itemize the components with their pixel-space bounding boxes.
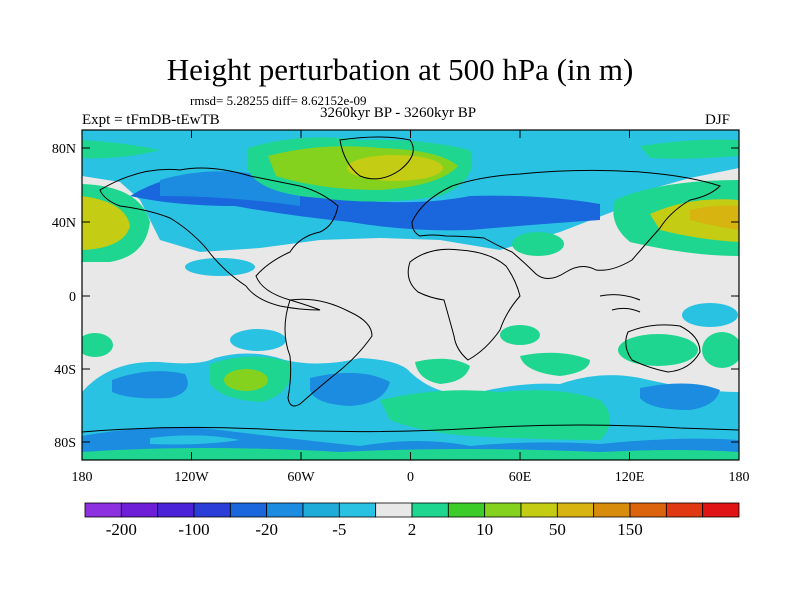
colorbar-swatch bbox=[157, 502, 195, 518]
colorbar-swatch bbox=[193, 502, 231, 518]
lat-tick-label: 0 bbox=[69, 290, 76, 305]
season-label: DJF bbox=[705, 112, 731, 128]
lon-tick-label: 0 bbox=[407, 470, 414, 485]
lon-tick-label: 60W bbox=[287, 470, 315, 485]
contour-trop-cyan-1 bbox=[185, 258, 255, 276]
contour-sh-blue-2 bbox=[310, 372, 390, 406]
colorbar-swatch bbox=[338, 502, 377, 518]
colorbar-swatch bbox=[520, 502, 558, 518]
colorbar-swatch bbox=[629, 502, 667, 518]
latitude-axis: 80N 40N 0 40S 80S bbox=[52, 142, 739, 451]
contour-arctic-green-e bbox=[640, 139, 739, 159]
colorbar-label: 150 bbox=[617, 520, 643, 539]
coastlines bbox=[82, 136, 739, 433]
colorbar-swatch bbox=[556, 502, 595, 518]
colorbar-label: -200 bbox=[106, 520, 137, 539]
lon-tick-label: 120E bbox=[615, 470, 645, 485]
contour-sh-green-band bbox=[380, 390, 610, 440]
lat-tick-label: 40N bbox=[52, 216, 76, 231]
lat-tick-label: 40S bbox=[54, 363, 76, 378]
colorbar-swatch bbox=[375, 502, 413, 518]
lat-tick-label: 80S bbox=[54, 436, 76, 451]
colorbar-swatch bbox=[229, 502, 268, 518]
contour-arctic-green-w bbox=[82, 140, 160, 159]
contour-field bbox=[82, 130, 739, 460]
contour-pacW-yellow bbox=[82, 196, 130, 250]
colorbar-label: -5 bbox=[332, 520, 346, 539]
contour-trop-green-3 bbox=[702, 332, 739, 368]
colorbar-swatch bbox=[447, 502, 486, 518]
colorbar-swatch bbox=[702, 502, 740, 518]
contour-trop-green-4 bbox=[500, 325, 540, 345]
contour-trop-cyan-2 bbox=[682, 303, 738, 327]
colorbar-swatch bbox=[84, 502, 122, 518]
coast-greenland bbox=[339, 136, 414, 180]
plot-title: Height perturbation at 500 hPa (in m) bbox=[166, 52, 634, 87]
colorbar-swatch bbox=[120, 502, 159, 518]
colorbar-swatch bbox=[266, 502, 304, 518]
colorbar-swatch bbox=[484, 502, 522, 518]
lon-tick-label: 180 bbox=[729, 470, 750, 485]
colorbar-label: 10 bbox=[476, 520, 493, 539]
colorbar-swatch bbox=[665, 502, 704, 518]
coast-north-america bbox=[99, 167, 339, 311]
colorbar-swatch bbox=[411, 502, 449, 518]
coast-eurasia bbox=[411, 169, 721, 279]
contour-sh-blue-3 bbox=[640, 383, 720, 410]
coast-antarctica bbox=[82, 424, 739, 433]
longitude-axis: 180 120W 60W 0 60E 120E 180 bbox=[72, 130, 750, 485]
colorbar-label: -100 bbox=[178, 520, 209, 539]
period-label: 3260kyr BP - 3260kyr BP bbox=[320, 105, 477, 121]
coast-south-america bbox=[284, 298, 373, 407]
lon-tick-label: 120W bbox=[174, 470, 209, 485]
colorbar-label: -20 bbox=[255, 520, 278, 539]
experiment-label: Expt = tFmDB-tEwTB bbox=[82, 112, 220, 128]
contour-greenland-yellow bbox=[347, 155, 443, 181]
contour-sh-green-3 bbox=[520, 352, 590, 376]
coast-australia bbox=[625, 324, 701, 373]
lat-tick-label: 80N bbox=[52, 142, 76, 157]
contour-pacE-orange bbox=[690, 205, 739, 230]
coast-islands-se-asia bbox=[599, 294, 641, 313]
contour-trop-green-2 bbox=[618, 334, 698, 366]
colorbar: -200 -100 -20 -5 2 10 50 150 bbox=[84, 502, 740, 539]
colorbar-label: 2 bbox=[408, 520, 417, 539]
contour-sh-blue-1 bbox=[112, 371, 188, 399]
coast-africa bbox=[407, 248, 521, 361]
lon-tick-label: 180 bbox=[72, 470, 93, 485]
contour-sh-lime-1 bbox=[224, 369, 268, 391]
colorbar-swatch bbox=[593, 502, 631, 518]
contour-asia-green bbox=[512, 232, 564, 256]
contour-sh-cyan-south bbox=[150, 435, 240, 445]
contour-sh-green-2 bbox=[415, 358, 470, 384]
lon-tick-label: 60E bbox=[509, 470, 532, 485]
rmsd-diff-stats: rmsd= 5.28255 diff= 8.62152e-09 bbox=[190, 93, 367, 108]
colorbar-label: 50 bbox=[549, 520, 566, 539]
colorbar-swatch bbox=[302, 502, 340, 518]
contour-trop-green-1 bbox=[82, 333, 113, 357]
contour-trop-cyan-3 bbox=[230, 329, 286, 351]
